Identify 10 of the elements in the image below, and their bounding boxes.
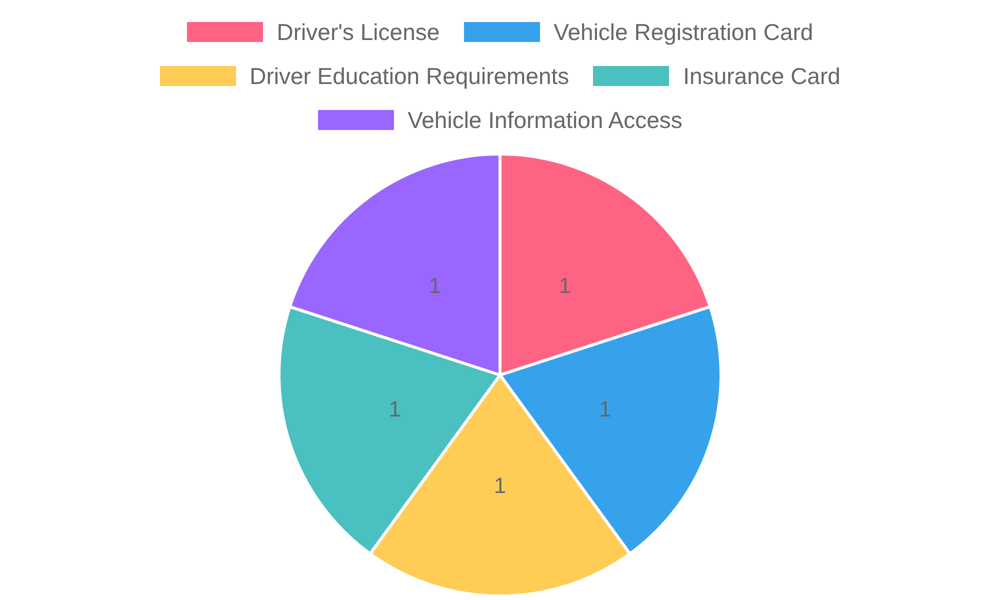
data-label: 1 — [598, 396, 612, 422]
data-label: 1 — [388, 396, 402, 422]
data-label: 1 — [428, 273, 442, 298]
data-label: 1 — [558, 273, 572, 298]
legend-label: Vehicle Registration Card — [554, 18, 814, 46]
legend-label: Driver Education Requirements — [250, 62, 570, 90]
data-label: 1 — [494, 473, 506, 498]
legend-label: Vehicle Information Access — [408, 106, 682, 134]
legend-label: Insurance Card — [683, 62, 840, 90]
legend-label: Driver's License — [276, 18, 440, 46]
